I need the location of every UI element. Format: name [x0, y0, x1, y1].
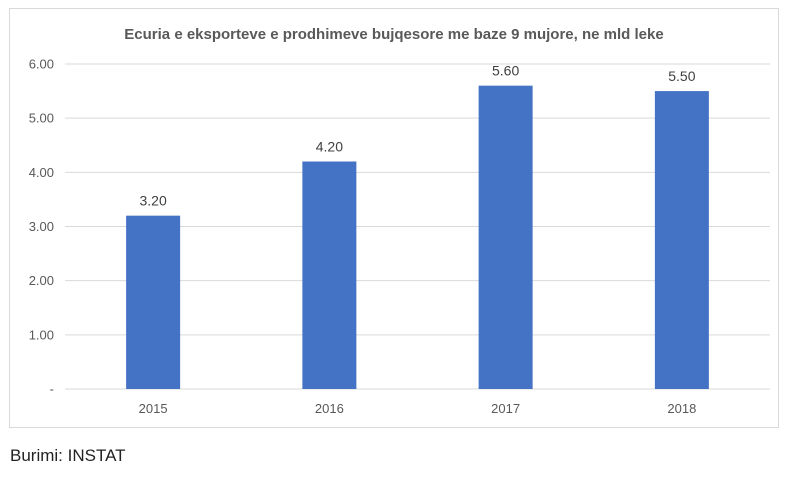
x-tick-label-2017: 2017	[491, 401, 520, 416]
bar-2015	[126, 215, 181, 389]
data-label-2015: 3.20	[140, 193, 167, 209]
y-tick-label: 2.00	[29, 273, 54, 288]
bar-chart: Ecuria e eksporteve e prodhimeve bujqeso…	[29, 26, 770, 416]
source-note: Burimi: INSTAT	[10, 446, 126, 465]
chart-frame: Ecuria e eksporteve e prodhimeve bujqeso…	[9, 8, 779, 428]
y-tick-label: 6.00	[29, 57, 54, 72]
x-tick-label-2015: 2015	[139, 401, 168, 416]
y-tick-label: 3.00	[29, 219, 54, 234]
bar-2018	[654, 91, 709, 389]
x-tick-label-2018: 2018	[667, 401, 696, 416]
data-label-2018: 5.50	[668, 68, 695, 84]
chart-title: Ecuria e eksporteve e prodhimeve bujqeso…	[124, 26, 663, 43]
bar-2016	[302, 161, 357, 389]
bar-2017	[478, 85, 533, 390]
x-tick-label-2016: 2016	[315, 401, 344, 416]
y-tick-label: 4.00	[29, 165, 54, 180]
y-tick-label: 5.00	[29, 111, 54, 126]
y-tick-label: 1.00	[29, 327, 54, 342]
data-label-2016: 4.20	[316, 139, 343, 155]
y-tick-label: -	[50, 382, 54, 397]
data-label-2017: 5.60	[492, 63, 519, 79]
